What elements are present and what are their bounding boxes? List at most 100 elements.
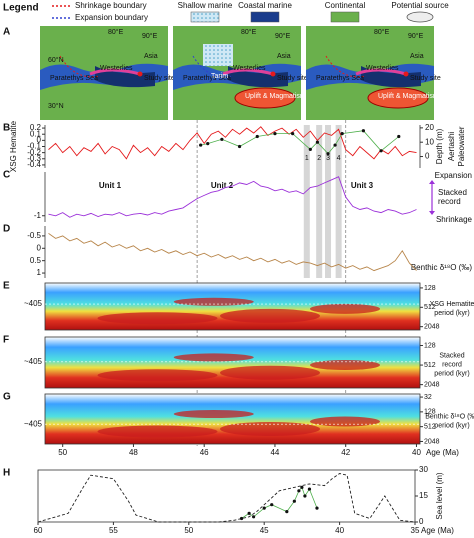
y2-tick-label: 20 <box>425 123 434 132</box>
data-point <box>255 134 259 139</box>
y-tick-label: -1 <box>34 211 42 220</box>
legend-label: Potential source <box>391 1 449 10</box>
map-label: Paratethys Sea <box>316 75 364 82</box>
y-tick-label: 128 <box>424 285 436 292</box>
panel-letter: A <box>3 27 10 38</box>
arrow-head <box>429 180 435 215</box>
y-tick-label: 0.5 <box>30 256 42 265</box>
y-tick-label: 1 <box>37 268 42 277</box>
map-label: 90°E <box>408 32 424 40</box>
map-label: Asia <box>144 53 158 60</box>
data-point <box>206 142 210 146</box>
series-line <box>37 473 416 523</box>
band <box>325 125 332 278</box>
map-land <box>40 26 168 73</box>
panel-letter: B <box>3 123 10 134</box>
x-tick-label: 46 <box>200 448 209 457</box>
axis-title: period (kyr) <box>434 370 469 377</box>
map-site <box>403 71 409 77</box>
data-point <box>270 503 274 507</box>
data-point <box>303 494 307 498</box>
y-tick-label: 0 <box>419 517 424 526</box>
wavelet-spectrum <box>310 416 380 427</box>
x-tick-label: 40 <box>335 526 344 535</box>
data-point <box>292 499 296 503</box>
y-tick-label: 512 <box>424 362 436 369</box>
data-point <box>326 152 330 156</box>
x-tick-label: 44 <box>270 448 279 457</box>
x-tick-label: 50 <box>184 526 193 535</box>
y-tick-label: 2048 <box>424 438 440 445</box>
map-label: Tarim <box>211 73 228 80</box>
map-land <box>306 26 434 73</box>
map-site <box>270 71 276 77</box>
data-point <box>262 506 266 510</box>
y2-tick-label: 0 <box>425 152 430 161</box>
frame <box>44 393 421 445</box>
wavelet-spectrum <box>97 312 218 325</box>
annotation: Unit 1 <box>99 181 122 190</box>
axis-title: period (kyr) <box>434 422 469 429</box>
map-label: 80°E <box>374 28 390 36</box>
map-label: 90°E <box>275 32 291 40</box>
data-point <box>297 489 301 493</box>
y-tick-label: 15 <box>419 491 428 500</box>
wavelet-spectrum <box>310 360 380 371</box>
y-tick-label: 512 <box>424 424 436 431</box>
y2-axis-label: Sea level (m) <box>435 472 444 519</box>
legend-label: Expansion boundary <box>75 13 148 22</box>
x-tick-label: 60 <box>34 526 43 535</box>
axis-title: Benthic δ¹⁸O (‰) <box>425 413 474 420</box>
map-label: Study site <box>144 75 175 82</box>
legend-swatch <box>250 11 280 23</box>
map-label: Paratethys Sea <box>183 75 231 82</box>
map-boundary <box>59 55 101 78</box>
y2-axis-title: Paleowater <box>457 126 466 166</box>
y-tick-label: 512 <box>424 304 436 311</box>
y-tick-label: 128 <box>424 342 436 349</box>
data-point <box>397 134 401 139</box>
annotation: ~405 <box>24 299 43 308</box>
legend-label: Coastal marine <box>238 1 292 10</box>
data-point <box>273 132 277 136</box>
data-point <box>300 485 304 489</box>
map-label: Study site <box>277 75 308 82</box>
data-point <box>291 132 295 136</box>
x-tick-label: 42 <box>341 448 350 457</box>
legend-swatch <box>330 11 360 23</box>
y2-axis-title: Aertashi <box>447 132 456 162</box>
panel-letter: H <box>3 468 10 479</box>
map-westerlies <box>222 68 274 76</box>
y-tick-label: 0.2 <box>30 123 42 132</box>
y-tick-label: -0.1 <box>27 142 41 151</box>
map-uplift <box>367 87 429 109</box>
series-line <box>48 233 417 272</box>
wavelet-spectrum <box>310 303 380 314</box>
series-line <box>48 126 417 160</box>
map-label: 90°E <box>142 32 158 40</box>
frame <box>44 336 421 389</box>
frame <box>44 282 421 331</box>
band <box>316 125 323 278</box>
data-point <box>315 140 320 144</box>
y-tick-label: -0.2 <box>27 148 41 157</box>
map-boundary <box>325 55 367 78</box>
data-point <box>252 515 256 519</box>
map-label: 80°E <box>108 28 124 36</box>
map-label: 60°N <box>48 56 64 64</box>
y-tick-label: 30 <box>419 465 428 474</box>
axis-title: record <box>438 197 461 206</box>
panel-letter: D <box>3 224 10 235</box>
x-tick-label: 48 <box>129 448 138 457</box>
wavelet-spectrum <box>173 353 254 362</box>
map-label: Study site <box>410 75 441 82</box>
series-line <box>200 130 400 155</box>
band-label: 3 <box>326 155 330 162</box>
x-axis-label: Age (Ma) <box>426 448 459 457</box>
map-land <box>40 80 168 120</box>
axis-title: XSG Hematite <box>430 301 474 308</box>
map-label: Westerlies <box>233 65 266 72</box>
map-site <box>137 71 143 77</box>
axis-title: Stacked <box>438 188 467 197</box>
